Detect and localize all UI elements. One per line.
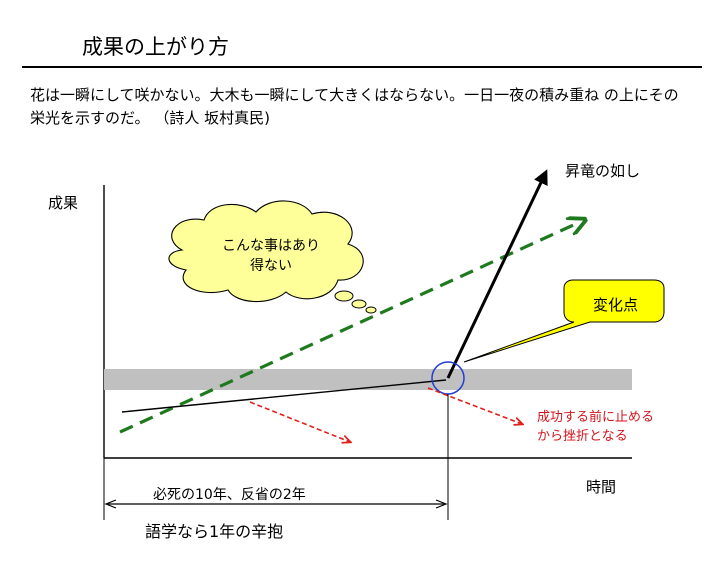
drop-arrow-early	[249, 401, 350, 442]
quote-text: 花は一瞬にして咲かない。大木も一瞬にして大きくはならない。一日一夜の積み重ね の…	[30, 86, 679, 127]
steep-growth-label: 昇竜の如し	[565, 162, 641, 180]
slide-title: 成果の上がり方	[82, 35, 229, 59]
callout-text: 変化点	[593, 296, 639, 314]
span-label: 必死の10年、反省の2年	[153, 487, 306, 503]
thought-cloud	[168, 200, 377, 314]
language-label: 語学なら1年の辛抱	[145, 522, 284, 541]
cloud-thought-text: こんな事はあり得ない	[222, 238, 320, 274]
x-axis-label: 時間	[586, 478, 617, 496]
slow-growth-line	[121, 379, 447, 413]
drop-arrow-late	[427, 387, 522, 424]
title-underline	[22, 66, 702, 68]
y-axis-label: 成果	[48, 194, 79, 212]
callout-bubble	[463, 279, 665, 363]
linear-growth-dashed-arrow	[119, 222, 580, 434]
warning-text: 成功する前に止めるから挫折となる	[537, 410, 655, 444]
steep-growth-arrow	[446, 169, 548, 379]
plateau-band	[104, 369, 632, 390]
span-arrow-right-head	[435, 499, 448, 509]
span-arrow-left-head	[104, 499, 117, 509]
